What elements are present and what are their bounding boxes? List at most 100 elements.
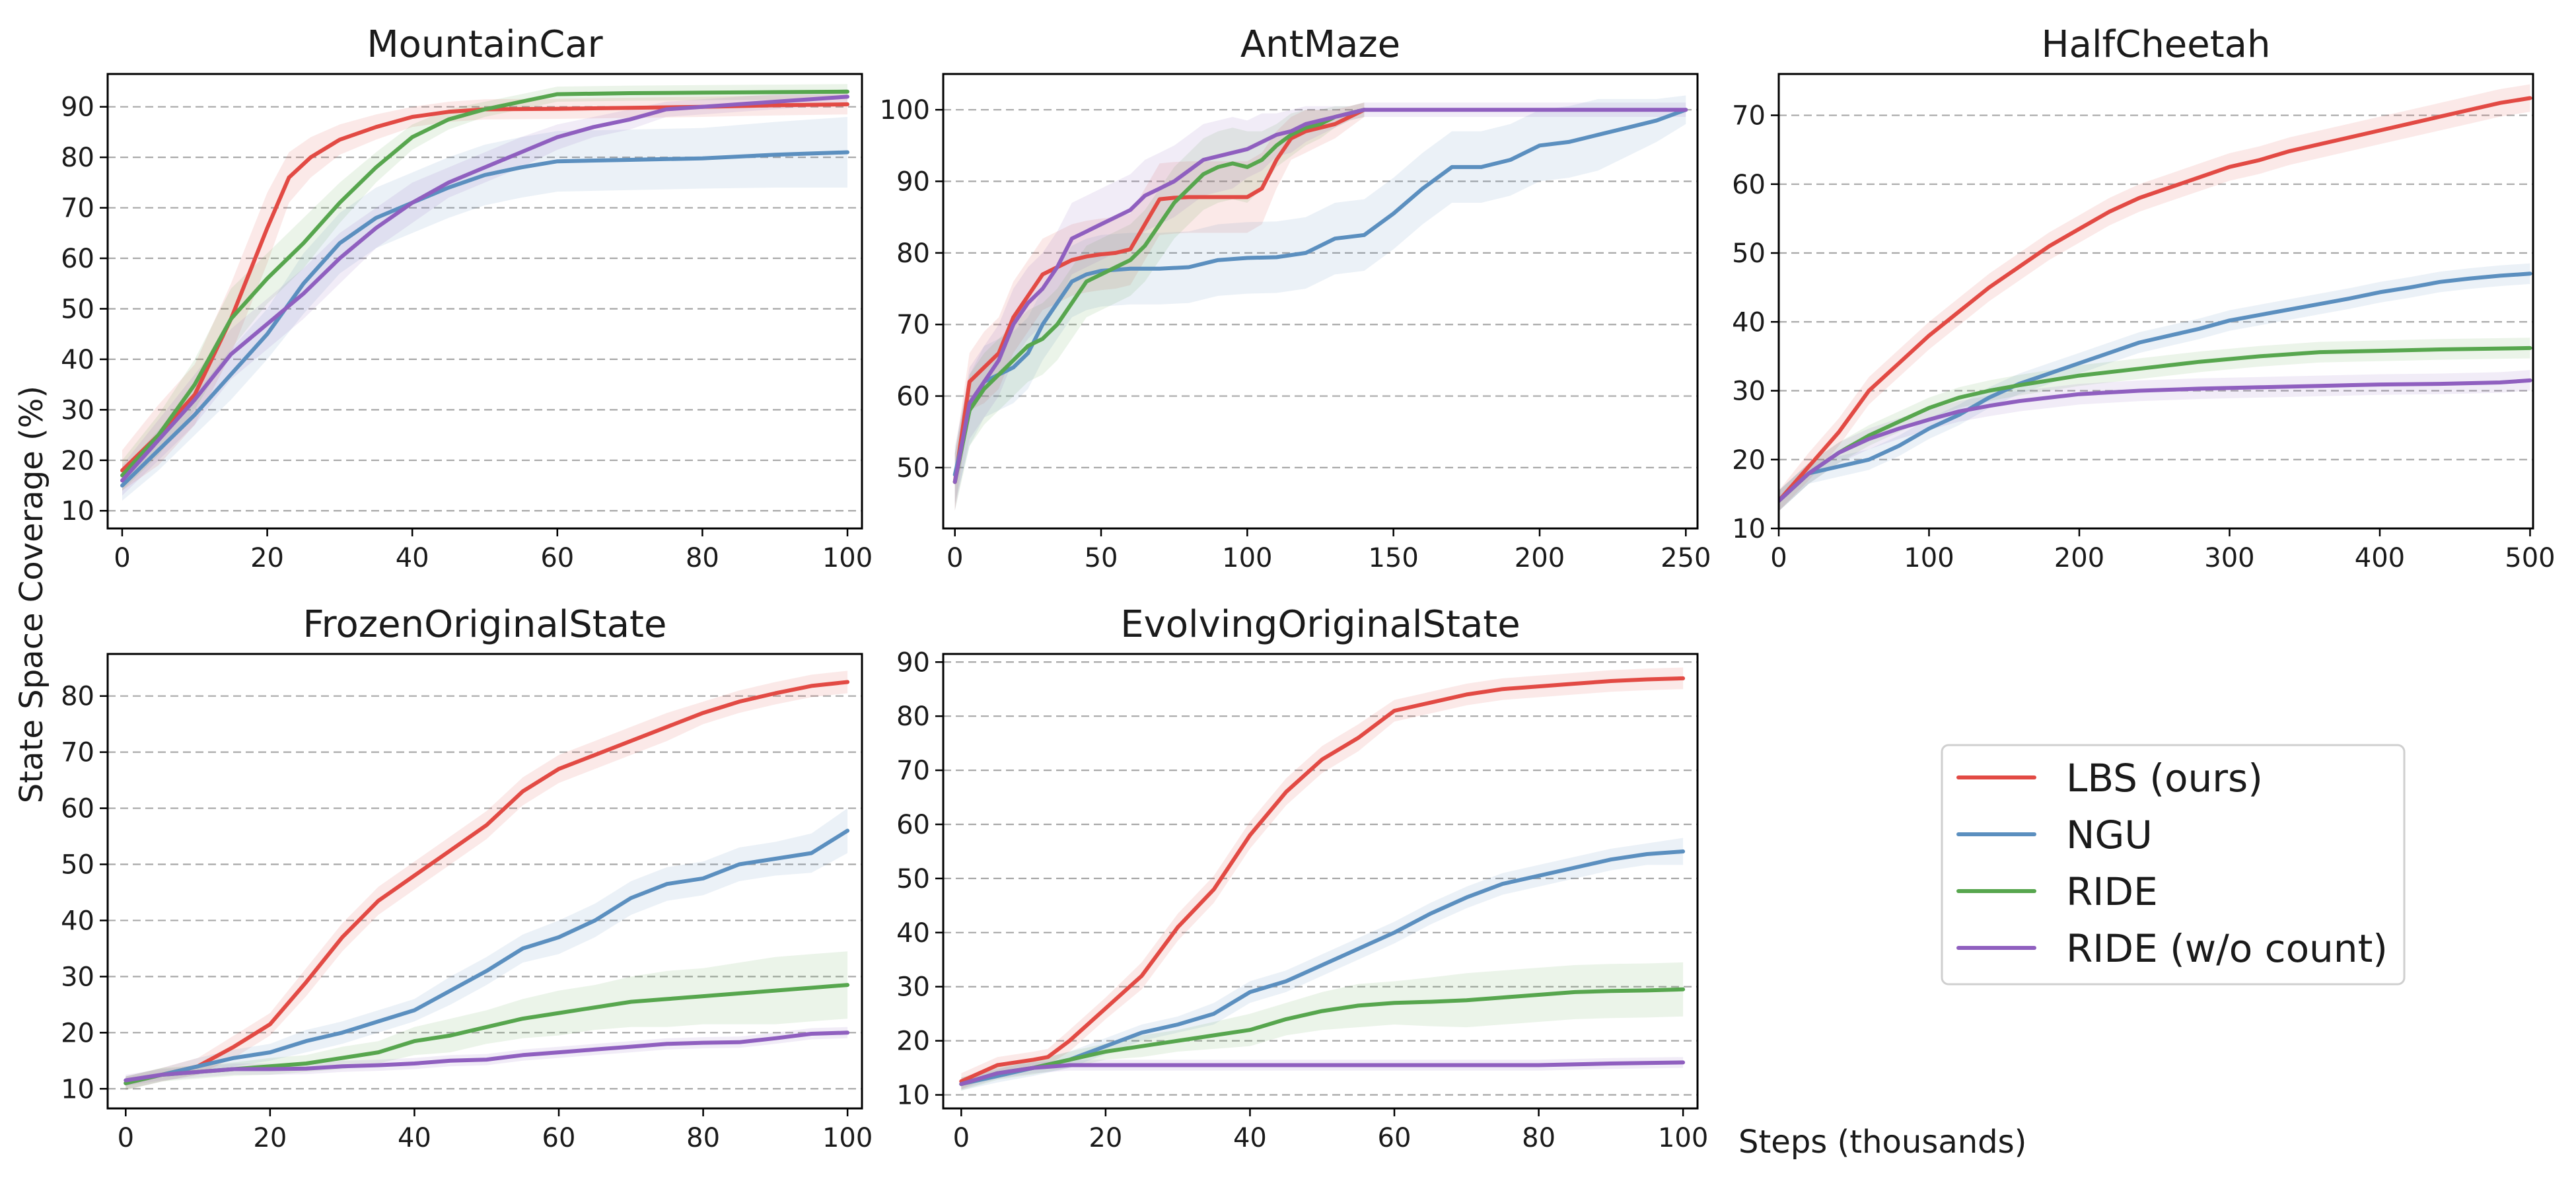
series-line-halfcheetah-ngu (1779, 271, 2532, 503)
y-tick-label-evolvingoriginalstate-90: 90 (896, 647, 930, 678)
panel-frozenoriginalstate: 0 20 40 60 80 100 10 20 30 40 50 60 70 80 FrozenOrigin… (61, 603, 873, 1153)
plot-frame-antmaze (942, 73, 1699, 530)
y-tick-label-antmaze-90: 90 (896, 167, 930, 198)
x-tick-label-antmaze-150: 150 (1368, 543, 1418, 573)
panel-antmaze: 0 50 100 150 200 250 50 60 70 80 90 100 AntMaze (880, 23, 1711, 573)
series-line-halfcheetah-ride-w-o-count (1779, 378, 2532, 503)
y-tick-label-frozenoriginalstate-30: 30 (61, 962, 94, 992)
y-tick-label-antmaze-60: 60 (896, 382, 930, 412)
y-tick-label-halfcheetah-10: 10 (1732, 514, 1766, 544)
legend-label-ngu: NGU (2066, 812, 2153, 857)
panel-title-evolvingoriginalstate: EvolvingOriginalState (1120, 603, 1520, 646)
legend-label-ride-wo-count: RIDE (w/o count) (2066, 926, 2388, 971)
y-tick-label-antmaze-100: 100 (880, 95, 930, 126)
x-tick-label-mountaincar-80: 80 (686, 543, 719, 573)
y-tick-label-antmaze-50: 50 (896, 453, 930, 484)
y-tick-label-frozenoriginalstate-70: 70 (61, 738, 94, 768)
y-tick-label-antmaze-80: 80 (896, 238, 930, 269)
band-halfcheetah-ride (1779, 338, 2530, 511)
y-tick-label-frozenoriginalstate-50: 50 (61, 850, 94, 881)
y-tick-label-halfcheetah-60: 60 (1732, 170, 1766, 200)
y-tick-label-mountaincar-60: 60 (61, 244, 94, 274)
band-mountaincar-ride-w-o-count (122, 89, 847, 496)
panel-title-mountaincar: MountainCar (367, 23, 603, 66)
x-tick-label-halfcheetah-100: 100 (1904, 543, 1954, 573)
series-line-frozenoriginalstate-ride-w-o-count (124, 1030, 850, 1083)
y-tick-label-evolvingoriginalstate-40: 40 (896, 918, 930, 949)
series-line-halfcheetah-ride (1779, 345, 2532, 503)
panel-mountaincar: 0 20 40 60 80 100 10 20 30 40 50 60 70 80 90 MountainCa… (61, 23, 873, 573)
legend-label-lbs: LBS (ours) (2066, 756, 2263, 801)
series-line-evolvingoriginalstate-ride-w-o-count (959, 1060, 1686, 1087)
band-frozenoriginalstate-ride-w-o-count (125, 1027, 848, 1086)
y-tick-label-mountaincar-20: 20 (61, 446, 94, 476)
y-tick-label-mountaincar-80: 80 (61, 143, 94, 173)
y-tick-label-mountaincar-30: 30 (61, 395, 94, 425)
x-tick-label-antmaze-100: 100 (1222, 543, 1272, 573)
y-tick-label-evolvingoriginalstate-50: 50 (896, 864, 930, 894)
x-tick-label-mountaincar-40: 40 (396, 543, 429, 573)
band-mountaincar-ride (122, 84, 847, 491)
band-antmaze-ride (954, 102, 1365, 511)
y-tick-label-frozenoriginalstate-60: 60 (61, 794, 94, 824)
x-tick-label-frozenoriginalstate-40: 40 (398, 1123, 431, 1153)
x-tick-label-evolvingoriginalstate-80: 80 (1522, 1123, 1556, 1153)
panel-halfcheetah: 0 100 200 300 400 500 10 20 30 40 50 60 70 HalfCheeta… (1732, 23, 2556, 573)
series-line-mountaincar-ride-w-o-count (120, 94, 849, 483)
y-tick-label-frozenoriginalstate-20: 20 (61, 1018, 94, 1048)
y-tick-label-mountaincar-40: 40 (61, 345, 94, 375)
band-frozenoriginalstate-ride (125, 951, 848, 1090)
y-tick-label-evolvingoriginalstate-10: 10 (896, 1081, 930, 1111)
plot-frame-frozenoriginalstate (106, 653, 863, 1110)
x-tick-label-frozenoriginalstate-100: 100 (822, 1123, 873, 1153)
panel-title-halfcheetah: HalfCheetah (2042, 23, 2271, 66)
band-evolvingoriginalstate-ride-w-o-count (961, 1057, 1684, 1090)
band-halfcheetah-ride-w-o-count (1779, 370, 2530, 511)
y-tick-label-frozenoriginalstate-40: 40 (61, 906, 94, 936)
y-tick-label-halfcheetah-70: 70 (1732, 101, 1766, 131)
y-tick-label-halfcheetah-50: 50 (1732, 238, 1766, 269)
x-tick-label-evolvingoriginalstate-0: 0 (953, 1123, 970, 1153)
x-tick-label-evolvingoriginalstate-60: 60 (1378, 1123, 1412, 1153)
x-tick-label-halfcheetah-300: 300 (2204, 543, 2254, 573)
series-line-frozenoriginalstate-ngu (124, 828, 850, 1085)
x-tick-label-frozenoriginalstate-60: 60 (542, 1123, 576, 1153)
y-axis-label: State Space Coverage (%) (13, 386, 50, 803)
legend-label-ride: RIDE (2066, 869, 2158, 914)
band-evolvingoriginalstate-ride (961, 962, 1684, 1091)
y-tick-label-halfcheetah-30: 30 (1732, 377, 1766, 407)
y-tick-label-halfcheetah-20: 20 (1732, 445, 1766, 476)
x-tick-label-antmaze-250: 250 (1661, 543, 1711, 573)
x-tick-label-mountaincar-0: 0 (114, 543, 130, 573)
x-tick-label-antmaze-0: 0 (947, 543, 963, 573)
series-line-antmaze-lbs-ours (952, 108, 1367, 484)
x-tick-label-halfcheetah-200: 200 (2054, 543, 2104, 573)
legend: LBS (ours) NGU RIDE RIDE (w/o count) (1941, 744, 2406, 986)
x-tick-label-halfcheetah-500: 500 (2505, 543, 2555, 573)
y-tick-label-mountaincar-90: 90 (61, 92, 94, 123)
series-line-evolvingoriginalstate-ride (959, 987, 1686, 1087)
y-tick-label-evolvingoriginalstate-60: 60 (896, 810, 930, 840)
x-tick-label-mountaincar-20: 20 (250, 543, 284, 573)
series-line-mountaincar-ride (120, 89, 849, 478)
panel-title-antmaze: AntMaze (1240, 23, 1400, 66)
band-halfcheetah-lbs-ours (1779, 84, 2530, 511)
y-tick-label-mountaincar-10: 10 (61, 496, 94, 526)
y-tick-label-evolvingoriginalstate-20: 20 (896, 1027, 930, 1057)
y-tick-label-mountaincar-50: 50 (61, 294, 94, 324)
x-tick-label-evolvingoriginalstate-100: 100 (1658, 1123, 1708, 1153)
series-line-halfcheetah-lbs-ours (1779, 96, 2532, 503)
band-frozenoriginalstate-ngu (125, 808, 848, 1090)
band-antmaze-lbs-ours (954, 102, 1365, 511)
y-tick-label-halfcheetah-40: 40 (1732, 307, 1766, 338)
x-tick-label-evolvingoriginalstate-20: 20 (1089, 1123, 1122, 1153)
x-tick-label-antmaze-50: 50 (1085, 543, 1118, 573)
y-tick-label-evolvingoriginalstate-80: 80 (896, 702, 930, 732)
band-antmaze-ngu (954, 95, 1686, 504)
series-line-evolvingoriginalstate-lbs-ours (959, 676, 1686, 1083)
series-line-antmaze-ride (952, 108, 1367, 484)
plot-frame-mountaincar (106, 73, 863, 530)
x-tick-label-mountaincar-60: 60 (540, 543, 574, 573)
x-tick-label-frozenoriginalstate-80: 80 (686, 1123, 720, 1153)
